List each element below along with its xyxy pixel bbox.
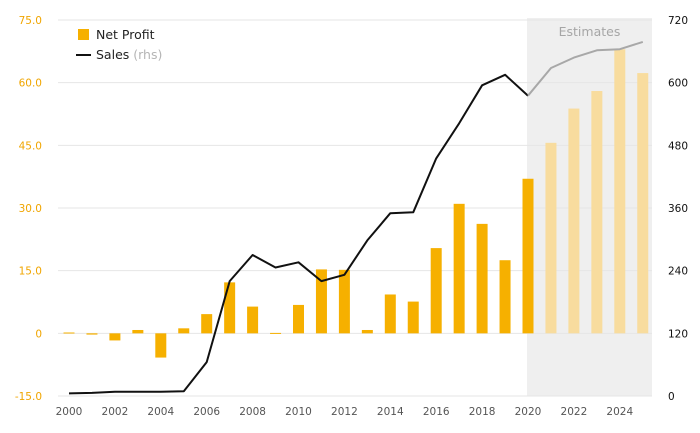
- x-axis-tick-label: 2006: [193, 406, 220, 418]
- net-profit-bar: [86, 333, 98, 335]
- right-axis-tick-label: 120: [668, 328, 688, 340]
- net-profit-bar: [476, 223, 488, 334]
- x-axis-tick-label: 2004: [147, 406, 174, 418]
- net-profit-bar: [315, 269, 327, 334]
- right-axis-tick-label: 720: [668, 15, 688, 27]
- net-profit-bar: [545, 142, 557, 334]
- right-axis-tick-label: 600: [668, 78, 688, 90]
- net-profit-bar: [361, 329, 373, 334]
- x-axis-tick-label: 2010: [285, 406, 312, 418]
- net-profit-bar: [430, 248, 442, 334]
- net-profit-bar: [178, 328, 190, 334]
- net-profit-bar: [109, 333, 121, 341]
- x-axis-tick-label: 2022: [561, 406, 588, 418]
- net-profit-bar: [132, 329, 144, 334]
- net-profit-bar: [293, 304, 304, 334]
- net-profit-bar: [270, 332, 282, 334]
- x-axis-tick-label: 2024: [606, 406, 633, 418]
- estimates-label: Estimates: [559, 24, 621, 39]
- net-profit-bar: [155, 333, 167, 358]
- legend-sales-text: Sales (rhs): [96, 47, 162, 62]
- x-axis-tick-label: 2012: [331, 406, 358, 418]
- left-axis-tick-label: 75.0: [19, 15, 42, 27]
- net-profit-bars: [63, 49, 649, 358]
- x-axis-tick-label: 2018: [469, 406, 496, 418]
- legend-net-profit-swatch: [78, 29, 89, 40]
- left-axis-tick-label: 45.0: [19, 140, 42, 152]
- left-axis-tick-label: 60.0: [19, 78, 42, 90]
- x-axis-tick-label: 2000: [56, 406, 83, 418]
- x-axis-tick-label: 2002: [102, 406, 129, 418]
- net-profit-bar: [591, 91, 603, 334]
- net-profit-bar: [338, 269, 350, 334]
- left-axis-tick-label: -15.0: [15, 391, 42, 403]
- net-profit-bar: [63, 332, 75, 334]
- legend-sales-label: Sales: [96, 47, 129, 62]
- right-axis-tick-label: 0: [668, 391, 675, 403]
- net-profit-bar: [224, 282, 236, 334]
- right-axis-ticks: 0 120 240 360 480 600 720: [668, 15, 688, 403]
- left-axis-tick-label: 0: [35, 328, 42, 340]
- x-axis-tick-label: 2020: [515, 406, 542, 418]
- x-axis-tick-label: 2016: [423, 406, 450, 418]
- sales-line-actual: [68, 73, 529, 395]
- x-axis-tick-label: 2014: [377, 406, 404, 418]
- left-axis-ticks: -15.0 0 15.0 30.0 45.0 60.0 75.0: [15, 15, 42, 403]
- x-axis-tick-label: 2008: [239, 406, 266, 418]
- sales-line-estimate: [527, 40, 644, 97]
- legend-net-profit-label: Net Profit: [96, 27, 155, 42]
- net-profit-bar: [522, 178, 534, 334]
- right-axis-tick-label: 480: [668, 140, 688, 152]
- legend: Net Profit Sales (rhs): [76, 27, 162, 62]
- right-axis-tick-label: 240: [668, 266, 688, 278]
- net-profit-bar: [499, 260, 511, 334]
- net-profit-bar: [614, 49, 626, 334]
- net-profit-bar: [201, 314, 213, 334]
- legend-sales-rhs-note: (rhs): [133, 47, 162, 62]
- net-profit-bar: [568, 108, 580, 334]
- left-axis-tick-label: 30.0: [19, 203, 42, 215]
- right-axis-tick-label: 360: [668, 203, 688, 215]
- x-axis-ticks: 2000 2002 2004 2006 2008 2010 2012 2014 2016 2018…: [56, 406, 634, 418]
- left-axis-tick-label: 15.0: [19, 266, 42, 278]
- net-profit-bar: [407, 301, 419, 334]
- net-profit-bar: [637, 73, 649, 334]
- net-profit-bar: [384, 294, 396, 334]
- net-profit-bar: [247, 306, 259, 334]
- net-profit-bar: [453, 203, 465, 334]
- sales-line: [68, 40, 644, 395]
